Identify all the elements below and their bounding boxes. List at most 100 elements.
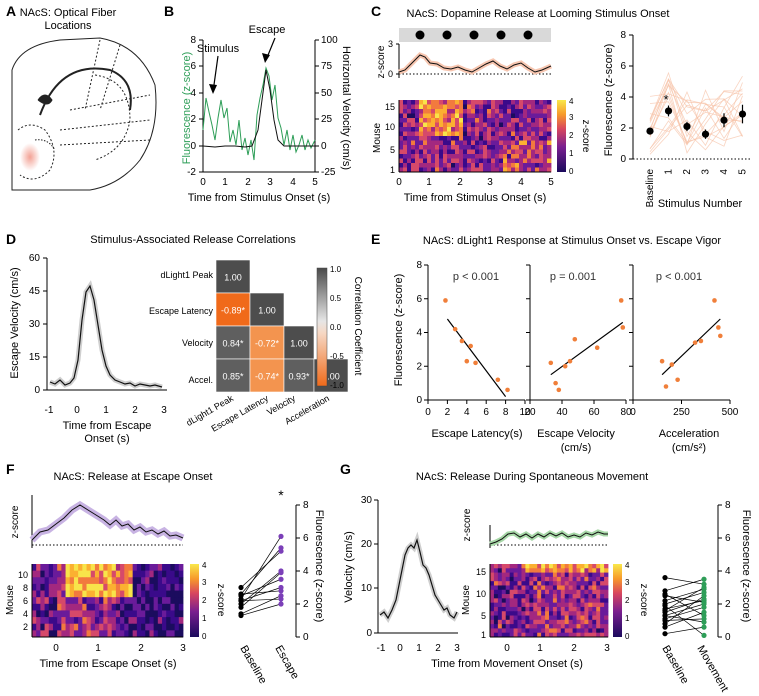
heat-cell [170,603,176,611]
heat-cell [564,628,570,634]
heat-cell [543,127,548,132]
heat-cell [487,149,492,155]
heat-cell [584,572,589,578]
heat-cell [490,606,495,612]
heat-cell [564,624,570,629]
heat-cell [153,617,159,625]
heat-cell [166,583,171,591]
heat-cell [78,577,83,585]
heat-cell [107,603,113,611]
matrix-value: 0.85* [222,372,244,382]
heat-cell [73,617,79,625]
heat-cell [543,131,548,137]
heat-cell [519,140,524,146]
heat-cell [32,597,37,605]
heat-cell [529,589,534,595]
tick-label: 1.0 [330,265,342,274]
p-value: p < 0.001 [656,271,702,283]
heat-cell [149,630,155,638]
heat-cell [111,630,117,638]
heat-cell [111,603,117,611]
individual-mouse-line [649,79,743,137]
heat-cell [435,104,440,110]
heat-cell [455,113,460,119]
heat-cell [427,167,432,173]
heat-cell [69,583,75,591]
heat-cell [48,603,54,611]
tick-label: 3 [202,578,207,587]
heat-cell [580,564,585,569]
data-point [459,338,465,344]
heat-cell [572,602,577,608]
heat-cell [521,568,526,573]
x-ticks: 0 1 2 3 4 5 [396,177,554,188]
colorbar-ticks: 0 1 2 3 4 [569,97,574,176]
heat-cell [499,131,504,137]
heat-cell [556,632,562,638]
heat-cell [36,617,41,625]
heat-cell [78,610,83,618]
heat-cell [525,576,530,582]
heat-cell [431,163,436,168]
heat-cell [435,154,440,159]
tick-label: 6 [483,407,489,418]
stimulus-dots [415,30,533,40]
individual-mouse-line [649,82,743,146]
heat-cell [61,564,66,572]
heat-cell [419,131,424,137]
heat-cell [407,100,412,105]
tick-label: 4 [416,328,422,339]
heat-cell [519,145,524,150]
matrix-value: 1.00 [224,273,242,283]
heat-cell [541,564,546,569]
heat-cell [580,589,585,595]
heat-cell [503,122,508,128]
heat-cell [529,628,534,634]
heat-cell [539,118,544,123]
heat-cell [604,632,609,638]
heat-cell [539,167,544,173]
heat-cell [415,149,420,155]
heat-cell [493,624,499,629]
arrowhead [209,84,217,94]
heat-cell [564,619,570,625]
heat-cell [94,603,100,611]
heat-cell [419,163,424,168]
heat-cell [596,576,601,582]
heat-cell [600,602,605,608]
heat-cell [541,606,546,612]
heat-cell [523,167,528,173]
heat-cell [411,118,416,123]
heat-cell [94,623,100,631]
heat-cell [490,585,495,591]
baseline-point [662,624,668,630]
heat-cell [525,589,530,595]
heat-cell [483,154,488,159]
tick-label: 45 [29,286,41,297]
heat-cell [423,167,428,173]
heat-cell [507,149,512,155]
heat-cell [111,610,117,618]
heat-cell [568,576,573,582]
heat-cell [73,597,79,605]
tick-label: 2 [132,405,138,416]
heat-cell [531,149,536,155]
heat-cell [178,623,184,631]
heat-cell [545,594,550,599]
category-label: Movement [694,644,730,694]
heat-cell [107,610,113,618]
heat-cell [166,590,171,598]
heat-cell [403,109,408,114]
tick-label: 1 [481,630,486,640]
heat-cell [493,589,499,595]
heat-cell [529,606,534,612]
data-point [572,336,578,342]
heat-cell [44,590,50,598]
heat-cell [541,576,546,582]
heat-cell [507,109,512,114]
heat-cell [415,104,420,110]
tick-label: 0 [425,407,431,418]
heat-cell [549,619,554,625]
heat-cell [407,154,412,159]
tick-label: 500 [722,407,739,418]
